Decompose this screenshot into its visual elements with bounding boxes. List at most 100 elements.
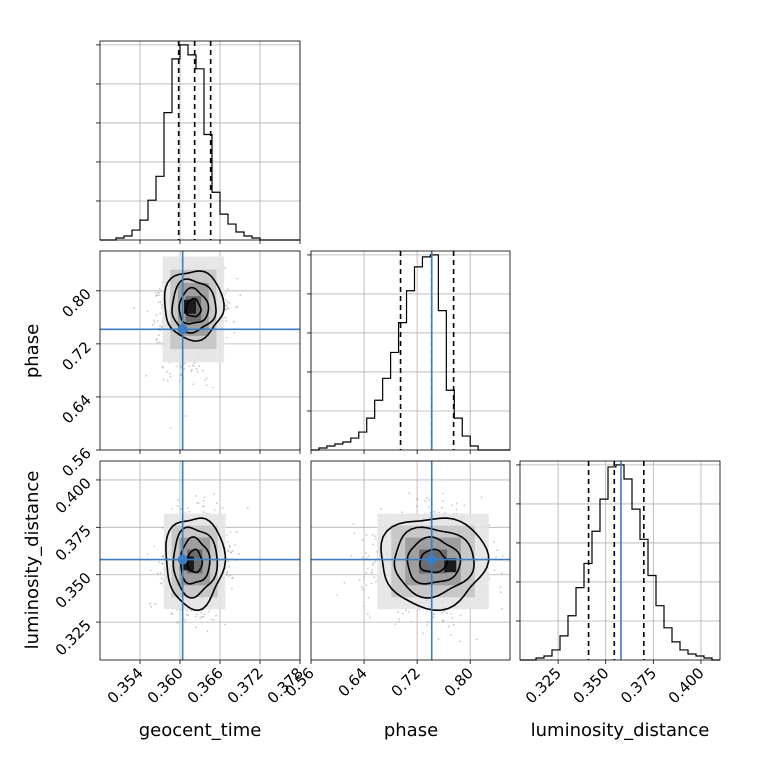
sample-point	[499, 586, 502, 589]
sample-point	[169, 376, 172, 378]
sample-point	[229, 531, 232, 534]
sample-point	[228, 302, 231, 304]
sample-point	[451, 617, 454, 619]
sample-point	[145, 374, 148, 377]
contour-line	[380, 517, 490, 612]
sample-point	[447, 625, 450, 628]
sample-point	[156, 572, 159, 575]
contour-line	[171, 278, 217, 334]
sample-point	[375, 580, 377, 583]
sample-point	[225, 573, 228, 576]
sample-point	[190, 370, 193, 373]
contour-line	[165, 517, 227, 612]
sample-point	[433, 613, 435, 616]
sample-point	[236, 305, 239, 308]
sample-point	[373, 576, 376, 578]
y-tick-label-luminosity_distance: 0.325	[52, 616, 95, 659]
sample-point	[493, 569, 496, 571]
sample-point	[157, 291, 160, 294]
sample-point	[225, 304, 228, 307]
sample-point	[365, 572, 368, 574]
sample-point	[362, 605, 365, 608]
sample-point	[228, 546, 231, 548]
sample-point	[422, 632, 425, 635]
sample-point	[154, 603, 157, 605]
sample-point	[159, 572, 162, 574]
sample-point	[402, 612, 405, 615]
sample-point	[155, 314, 158, 317]
sample-point	[176, 365, 178, 367]
sample-point	[200, 612, 203, 615]
sample-point	[236, 277, 239, 280]
panel-frame	[310, 460, 511, 661]
sample-point	[371, 564, 374, 566]
sample-point	[202, 499, 205, 502]
sample-point	[365, 534, 368, 537]
sample-point	[370, 582, 373, 585]
sample-point	[238, 553, 241, 555]
sample-point	[160, 306, 163, 309]
sample-point	[171, 613, 174, 615]
sample-point	[156, 341, 159, 344]
sample-point	[193, 362, 195, 364]
sample-point	[513, 552, 515, 554]
sample-point	[407, 611, 410, 613]
sample-point	[217, 241, 219, 243]
sample-point	[169, 372, 172, 375]
sample-point	[501, 555, 504, 557]
sample-point	[374, 560, 377, 563]
contour-line	[418, 548, 448, 574]
density-geocent_time-vs-luminosity_distance	[99, 460, 301, 661]
sample-point	[233, 320, 235, 323]
sample-point	[184, 619, 187, 621]
sample-point	[410, 621, 413, 623]
x-tick-label-phase: 0.72	[388, 664, 424, 700]
sample-point	[427, 506, 430, 508]
sample-point	[371, 533, 374, 536]
sample-point	[361, 538, 364, 541]
sample-point	[476, 638, 478, 641]
sample-point	[367, 555, 370, 557]
sample-point	[202, 369, 204, 372]
sample-point	[432, 616, 435, 619]
sample-point	[397, 611, 399, 613]
sample-point	[202, 511, 205, 514]
sample-point	[195, 367, 198, 370]
sample-point	[225, 308, 227, 311]
sample-point	[437, 638, 440, 641]
contour-line	[163, 270, 225, 342]
sample-point	[196, 370, 199, 373]
y-tick-label-phase: 0.56	[58, 444, 94, 480]
sample-point	[224, 623, 227, 626]
sample-point	[146, 553, 149, 556]
sample-point	[343, 581, 346, 584]
sample-point	[353, 532, 356, 535]
sample-point	[186, 609, 189, 612]
sample-point	[157, 301, 160, 303]
sample-point	[155, 294, 157, 297]
panel-frame	[310, 250, 511, 451]
sample-point	[226, 288, 229, 291]
sample-point	[398, 621, 400, 623]
sample-point	[170, 612, 173, 615]
sample-point	[232, 550, 234, 552]
sample-point	[201, 615, 204, 618]
sample-point	[196, 502, 199, 504]
sample-point	[438, 511, 441, 514]
panel-content	[311, 461, 515, 660]
sample-point	[212, 386, 215, 389]
sample-point	[442, 619, 445, 622]
sample-point	[488, 577, 491, 580]
sample-point	[194, 615, 197, 618]
y-tick-label-luminosity_distance: 0.350	[52, 569, 95, 612]
sample-point	[151, 324, 154, 326]
histogram-luminosity_distance	[516, 460, 721, 661]
sample-point	[170, 508, 173, 510]
truth-marker	[177, 324, 188, 335]
sample-point	[336, 594, 339, 596]
sample-point	[226, 336, 228, 339]
sample-point	[401, 511, 403, 514]
sample-point	[369, 616, 371, 619]
sample-point	[226, 534, 228, 536]
y-label-phase: phase	[22, 324, 43, 378]
